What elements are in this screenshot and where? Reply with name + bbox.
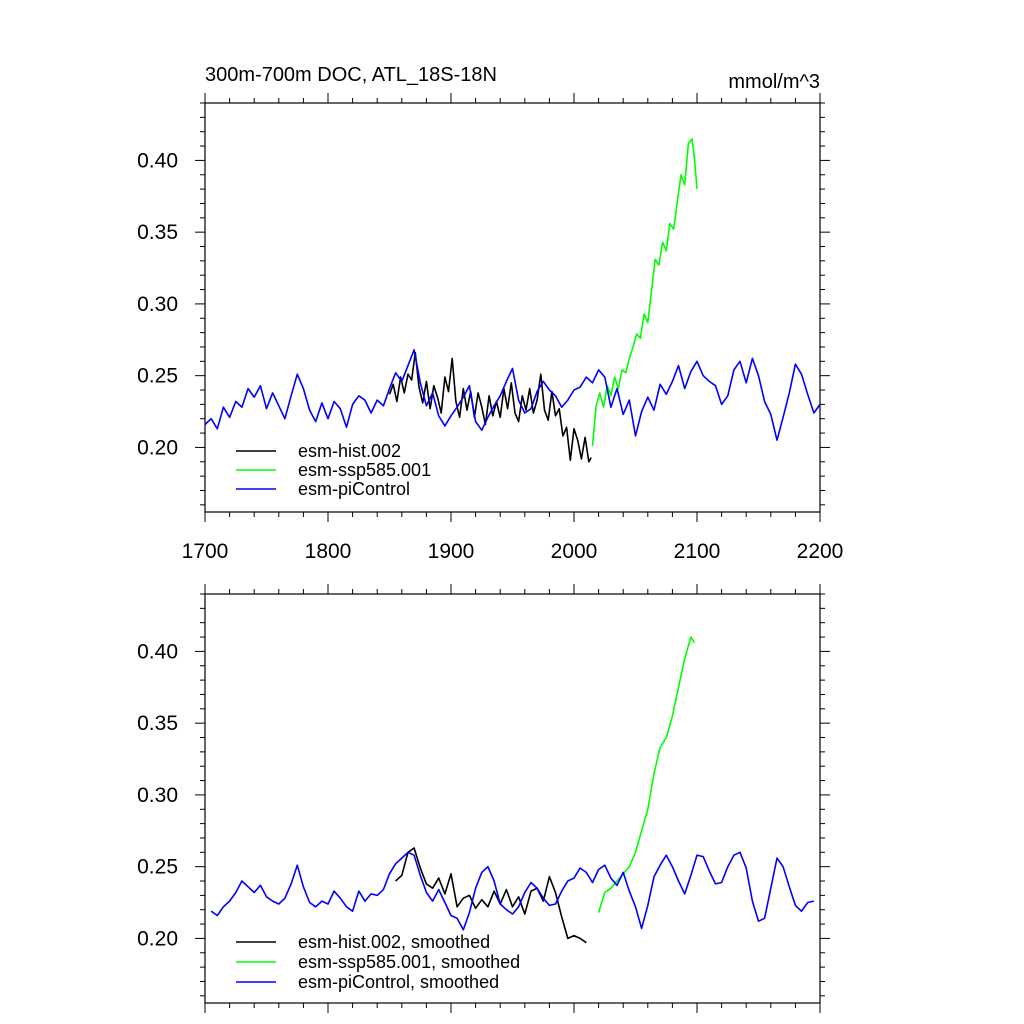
x-tick-label: 1800 bbox=[305, 540, 352, 563]
x-tick-label: 1700 bbox=[182, 540, 229, 563]
legend-label: esm-piControl bbox=[298, 479, 410, 499]
y-tick-label: 0.40 bbox=[137, 640, 178, 663]
plot-frame bbox=[204, 593, 821, 1004]
legend-label: esm-ssp585.001 bbox=[298, 460, 431, 480]
legend-label: esm-hist.002 bbox=[298, 441, 401, 461]
series-line bbox=[597, 636, 696, 913]
series-line bbox=[204, 348, 821, 442]
y-tick-label: 0.25 bbox=[137, 856, 178, 879]
legend-label: esm-piControl, smoothed bbox=[298, 972, 499, 992]
x-tick-label: 2200 bbox=[797, 540, 844, 563]
units-label: mmol/m^3 bbox=[728, 71, 820, 93]
y-tick-label: 0.35 bbox=[137, 712, 178, 735]
y-tick-label: 0.25 bbox=[137, 365, 178, 388]
series-line bbox=[395, 847, 587, 944]
y-tick-label: 0.30 bbox=[137, 784, 178, 807]
x-tick-label: 1900 bbox=[428, 540, 475, 563]
legend-label: esm-hist.002, smoothed bbox=[298, 932, 490, 952]
top-panel: 1700 1800 1900 2000 2100 2200 0.20 0.25 0.30 0.35… bbox=[137, 64, 843, 563]
y-tick-label: 0.40 bbox=[137, 149, 178, 172]
x-tick-label: 2000 bbox=[551, 540, 598, 563]
bottom-panel: 0.20 0.25 0.30 0.35 0.40 esm-hist.002, smooth… bbox=[137, 584, 830, 1013]
x-tick-label: 2100 bbox=[674, 540, 721, 563]
chart-title: 300m-700m DOC, ATL_18S-18N bbox=[205, 64, 497, 86]
series-line bbox=[210, 851, 815, 931]
series-line bbox=[591, 138, 698, 447]
series-line bbox=[388, 351, 592, 463]
plot-frame bbox=[204, 102, 821, 513]
y-tick-label: 0.30 bbox=[137, 293, 178, 316]
y-tick-label: 0.35 bbox=[137, 221, 178, 244]
y-tick-label: 0.20 bbox=[137, 436, 178, 459]
legend-label: esm-ssp585.001, smoothed bbox=[298, 952, 520, 972]
y-tick-label: 0.20 bbox=[137, 927, 178, 950]
